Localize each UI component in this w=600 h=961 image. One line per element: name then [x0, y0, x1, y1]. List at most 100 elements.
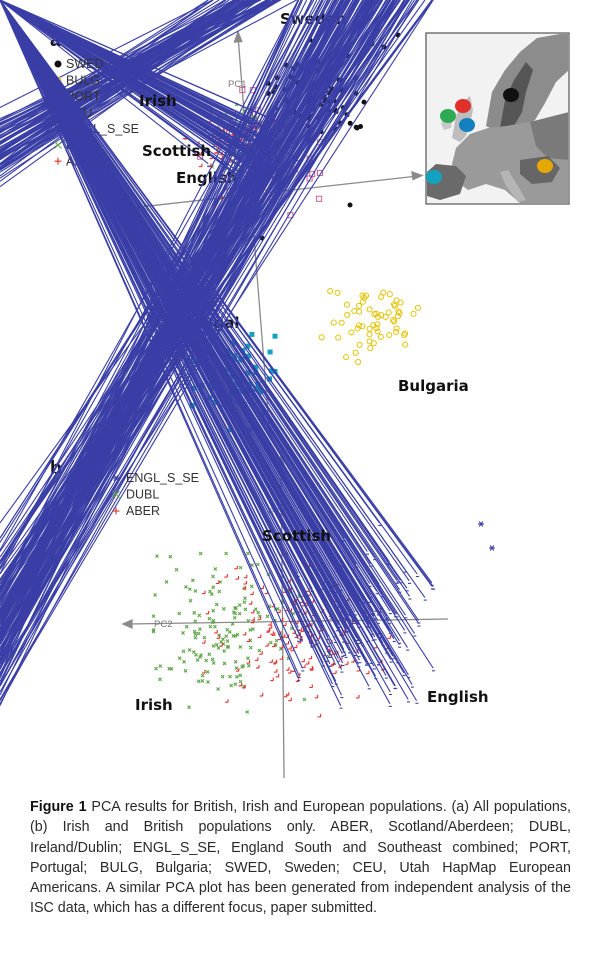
point-aber-b [270, 631, 274, 635]
point-dubl-b [226, 645, 231, 649]
point-dubl-b [245, 710, 250, 714]
point-aber-b [235, 576, 240, 580]
point-dubl-b [177, 611, 182, 616]
point-port [191, 385, 197, 391]
point-dubl-b [275, 607, 280, 611]
point-bulg [396, 309, 403, 316]
point-aber-b [242, 585, 246, 590]
point-dubl-b [256, 610, 261, 615]
point-aber-b [254, 657, 259, 661]
point-aber-b [205, 610, 210, 615]
point-dubl-b [208, 589, 212, 594]
point-aber-b [272, 643, 276, 648]
point-dubl-b [251, 627, 255, 632]
point-bulg [389, 317, 397, 324]
point-port [253, 364, 259, 370]
point-port [245, 370, 251, 376]
point-ceu [239, 86, 246, 94]
pc1-axis-label-a: PC1 [228, 79, 246, 90]
point-dubl-b [177, 656, 182, 661]
point-bulg [359, 298, 366, 305]
point-aber-b [219, 643, 223, 647]
point-dubl-b [192, 629, 197, 634]
point-dubl-b [231, 633, 236, 638]
caption-figure-label: Figure 1 [30, 799, 87, 815]
point-bulg [344, 311, 351, 318]
point-dubl-b [167, 666, 172, 671]
point-dubl-b [193, 635, 198, 640]
point-bulg [318, 334, 325, 341]
pc2-arrowhead-b [121, 618, 133, 630]
point-bulg [393, 325, 400, 332]
point-aber-b [235, 668, 240, 672]
point-dubl-b [198, 551, 203, 556]
point-aber-b [265, 643, 269, 647]
panel-b-annotations: Scottish Irish English [135, 527, 489, 714]
point-bulg [374, 313, 382, 320]
point-dubl-b [187, 705, 191, 710]
point-dubl-b [205, 670, 210, 674]
point-aber-b [259, 693, 264, 697]
point-dubl-b [219, 640, 224, 644]
point-aber-b [293, 644, 298, 649]
point-dubl-b [211, 574, 215, 579]
point-dubl-b [187, 648, 192, 652]
point-swed [354, 125, 360, 131]
point-dubl-b [207, 652, 212, 657]
point-dubl-b [158, 664, 163, 669]
legend-marker-dubl [54, 141, 62, 149]
legend-marker-swed [54, 60, 62, 68]
point-bulg [370, 340, 377, 347]
point-dubl-b [230, 622, 235, 626]
annotation-irish-a: Irish [139, 92, 177, 110]
point-dubl-b [246, 663, 251, 668]
point-dubl-b [193, 619, 198, 624]
point-bulg [366, 306, 373, 313]
point-engl-b [0, 0, 365, 647]
point-aber-b [280, 644, 284, 649]
point-aber-b [345, 661, 349, 665]
point-bulg [378, 293, 385, 300]
point-dubl-b [232, 615, 237, 620]
point-dubl-b [206, 680, 210, 684]
point-aber-b [250, 609, 255, 614]
point-dubl-b [237, 611, 242, 616]
point-aber-b [266, 629, 270, 633]
point-dubl-b [225, 644, 230, 649]
point-dubl-b [238, 645, 243, 649]
point-bulg [410, 310, 417, 317]
point-bulg [397, 299, 404, 306]
map-italy [500, 170, 526, 202]
point-dubl-b [213, 567, 218, 571]
point-dubl-b [198, 655, 203, 659]
point-dubl-b [181, 649, 186, 654]
point-bulg [355, 358, 362, 366]
legend-label-b-dubl: DUBL [126, 488, 159, 502]
point-aber-b [242, 631, 247, 636]
point-dubl-b [238, 679, 243, 684]
point-port [247, 381, 253, 387]
point-dubl-b [195, 658, 200, 662]
point-engl-b [0, 0, 434, 586]
point-bulg [335, 334, 342, 341]
point-dubl-b [211, 618, 216, 623]
point-bulg [366, 325, 373, 332]
point-aber-b [270, 677, 274, 682]
point-bulg [330, 319, 337, 326]
point-aber-b [257, 616, 262, 621]
point-aber-b [215, 580, 220, 585]
point-bulg [402, 341, 409, 348]
point-dubl-b [211, 661, 216, 665]
point-port [245, 353, 251, 359]
point-aber-b [302, 664, 306, 669]
map-east [530, 112, 568, 160]
point-dubl-b [209, 592, 214, 597]
point-bulg [393, 328, 400, 336]
map-markers [426, 88, 553, 184]
point-dubl-b [182, 659, 187, 664]
point-aber-b [317, 713, 322, 718]
point-aber-b [288, 646, 292, 650]
point-dubl-b [222, 649, 227, 653]
point-dubl-b [225, 639, 230, 643]
point-aber-b [202, 640, 206, 644]
